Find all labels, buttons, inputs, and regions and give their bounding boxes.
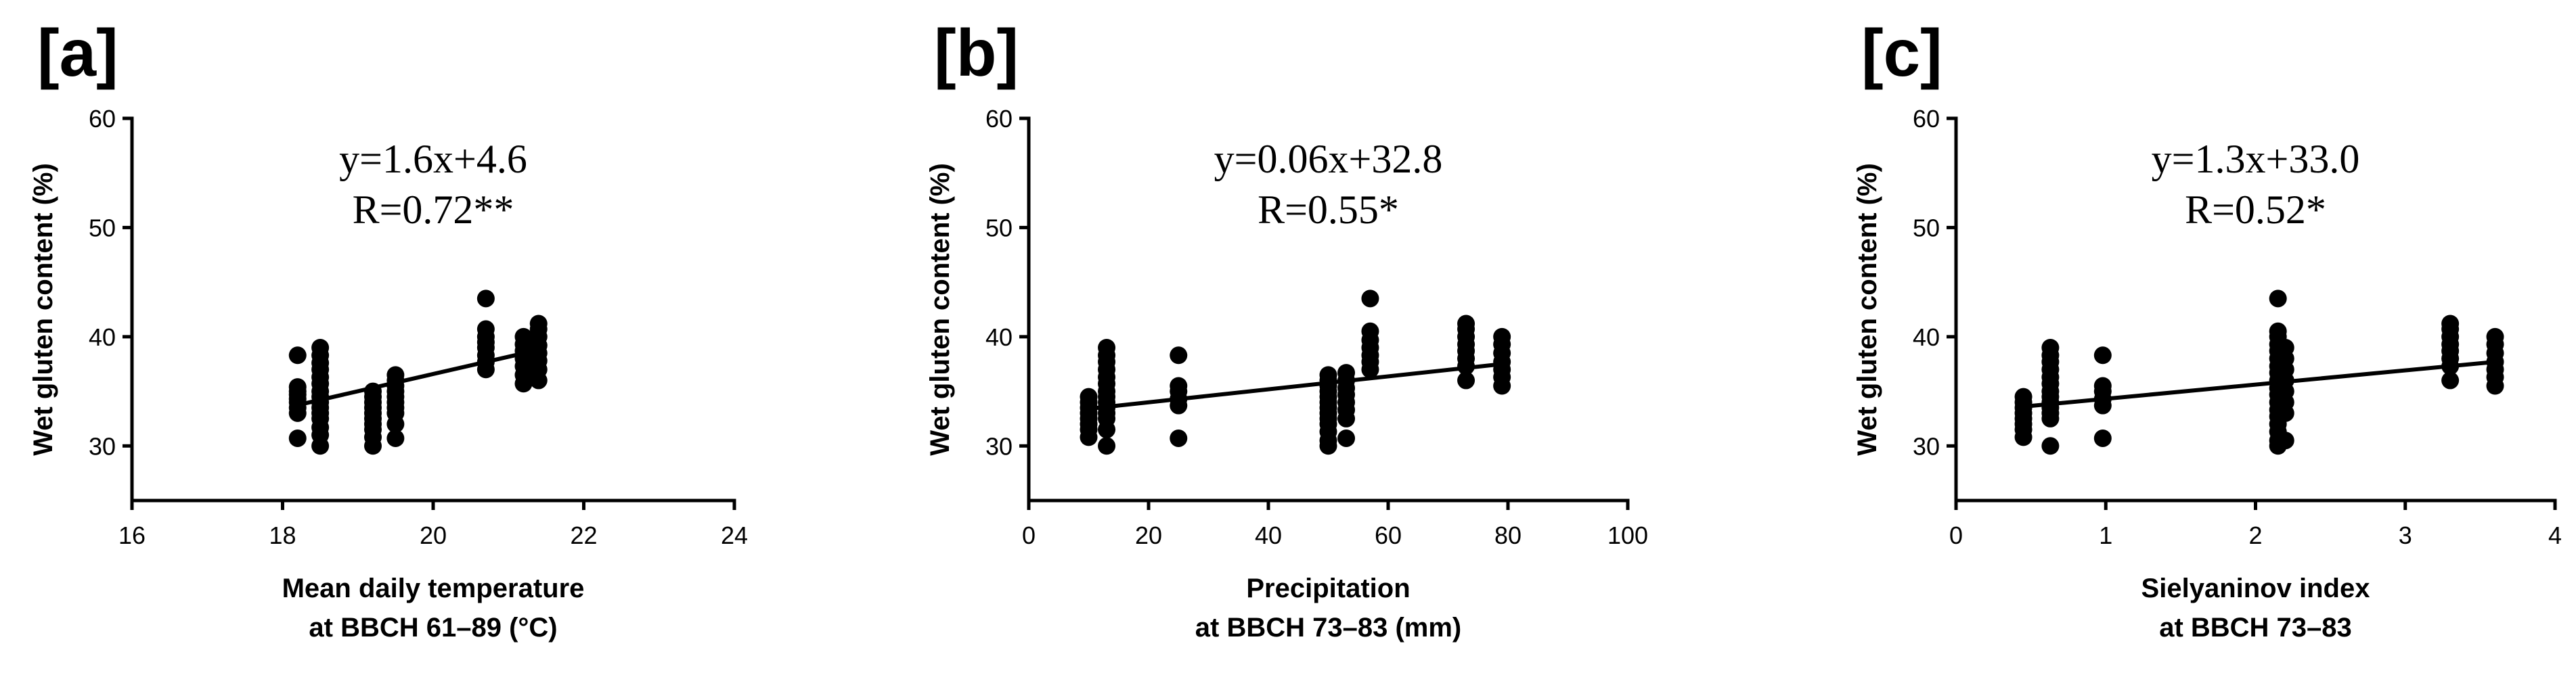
x-tick-label: 100 [1607,521,1648,549]
data-point [476,320,495,338]
data-point [2276,432,2294,450]
y-axis-title: Wet gluten content (%) [28,163,58,456]
x-tick-label: 16 [118,521,146,549]
data-point [2276,339,2294,356]
panel-label: [b] [934,16,1019,90]
x-tick-label: 40 [1255,521,1282,549]
x-axis-title: at BBCH 73–83 [2159,613,2352,643]
y-tick-label: 60 [1913,105,1940,133]
data-point [2441,371,2460,390]
data-point [288,429,307,447]
y-tick-label: 60 [89,105,116,133]
x-axis-title: at BBCH 61–89 (°C) [309,613,557,643]
panel-a: [a] 30 40 50 60 16 18 20 22 24 Wet gluten content … [28,16,748,643]
y-tick-label: 50 [89,214,116,241]
data-point [1319,366,1337,384]
data-point [476,289,495,308]
data-point [1098,437,1116,455]
x-axis-title: at BBCH 73–83 (mm) [1195,613,1461,643]
x-axis-title: Sielyaninov index [2141,574,2370,603]
regression-equation: y=0.06x+32.8 [1214,137,1443,181]
data-point [2093,429,2112,447]
x-tick-label: 18 [269,521,296,549]
x-tick-label: 3 [2399,521,2412,549]
correlation-label: R=0.72** [353,187,514,232]
data-point [514,327,533,346]
x-axis-title: Mean daily temperature [282,574,585,603]
data-point [1457,315,1475,333]
x-axis-title: Precipitation [1246,574,1410,603]
y-tick-label: 40 [985,323,1013,351]
data-point [1098,339,1116,356]
data-point [2441,315,2460,333]
data-point [1337,364,1356,382]
x-tick-label: 80 [1494,521,1522,549]
y-tick-label: 60 [985,105,1013,133]
x-tick-label: 20 [420,521,447,549]
regression-line [1088,362,1503,411]
data-point [1170,346,1188,365]
x-tick-label: 60 [1375,521,1402,549]
regression-line [305,348,539,406]
data-point [288,378,307,396]
data-point [386,429,405,447]
data-point [1170,429,1188,447]
data-point [2093,346,2112,365]
panel-b: [b] 30 40 50 60 0 20 40 60 80 100 Wet gluten conten… [925,16,1648,643]
panel-c: [c] 30 40 50 60 0 1 2 3 4 Wet gluten content (%) Si… [1852,16,2562,643]
data-point [1361,289,1379,308]
y-tick-label: 30 [985,432,1013,460]
data-point [2269,322,2287,340]
y-tick-label: 50 [1913,214,1940,241]
panel-label: [c] [1861,16,1942,90]
x-tick-label: 24 [721,521,748,549]
regression-equation: y=1.3x+33.0 [2152,137,2360,181]
x-tick-label: 4 [2548,521,2562,549]
data-point [2486,327,2504,346]
y-tick-label: 30 [1913,432,1940,460]
correlation-label: R=0.52* [2185,187,2326,232]
data-point [1493,327,1511,346]
regression-equation: y=1.6x+4.6 [339,137,527,181]
data-point [2269,289,2287,308]
data-point [386,366,405,384]
data-point [1457,371,1475,390]
y-axis-title: Wet gluten content (%) [1852,163,1882,456]
correlation-label: R=0.55* [1258,187,1399,232]
x-tick-label: 0 [1949,521,1963,549]
data-point [1337,429,1356,447]
data-point [1080,388,1098,406]
data-point [288,346,307,365]
y-tick-label: 30 [89,432,116,460]
y-tick-label: 50 [985,214,1013,241]
x-tick-label: 0 [1022,521,1036,549]
y-tick-label: 40 [1913,323,1940,351]
y-axis-title: Wet gluten content (%) [925,163,955,456]
data-point [1170,377,1188,395]
data-point [1361,322,1379,340]
data-point [2041,437,2060,455]
x-tick-label: 22 [570,521,597,549]
data-point [311,339,330,356]
data-point [364,382,382,400]
x-tick-label: 20 [1135,521,1162,549]
data-point [2093,377,2112,395]
panel-label: [a] [37,16,118,90]
y-tick-label: 40 [89,323,116,351]
data-point [2041,339,2060,356]
x-tick-label: 1 [2099,521,2112,549]
x-tick-label: 2 [2248,521,2262,549]
data-point [529,315,548,333]
data-point [2014,388,2033,406]
